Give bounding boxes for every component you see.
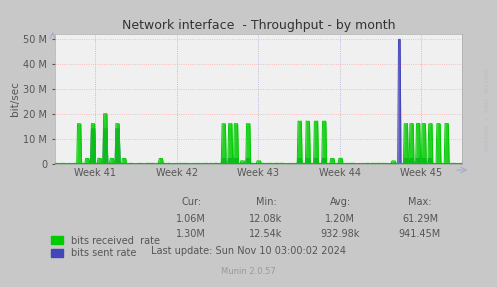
Text: 1.30M: 1.30M — [176, 229, 206, 239]
Text: 1.06M: 1.06M — [176, 214, 206, 224]
Text: 941.45M: 941.45M — [399, 229, 441, 239]
Text: 932.98k: 932.98k — [321, 229, 360, 239]
Text: Max:: Max: — [408, 197, 432, 207]
Legend: bits received  rate, bits sent rate: bits received rate, bits sent rate — [51, 236, 160, 258]
Text: Munin 2.0.57: Munin 2.0.57 — [221, 267, 276, 276]
Y-axis label: bit/sec: bit/sec — [10, 82, 20, 117]
Text: 61.29M: 61.29M — [402, 214, 438, 224]
Text: Min:: Min: — [255, 197, 276, 207]
Text: 1.20M: 1.20M — [326, 214, 355, 224]
Text: Cur:: Cur: — [181, 197, 201, 207]
Text: Avg:: Avg: — [330, 197, 351, 207]
Text: 12.08k: 12.08k — [249, 214, 282, 224]
Title: Network interface  - Throughput - by month: Network interface - Throughput - by mont… — [122, 19, 395, 32]
Text: Last update: Sun Nov 10 03:00:02 2024: Last update: Sun Nov 10 03:00:02 2024 — [151, 246, 346, 256]
Text: RRDTOOL / TOBI OETIKER: RRDTOOL / TOBI OETIKER — [485, 68, 490, 150]
Text: 12.54k: 12.54k — [249, 229, 283, 239]
